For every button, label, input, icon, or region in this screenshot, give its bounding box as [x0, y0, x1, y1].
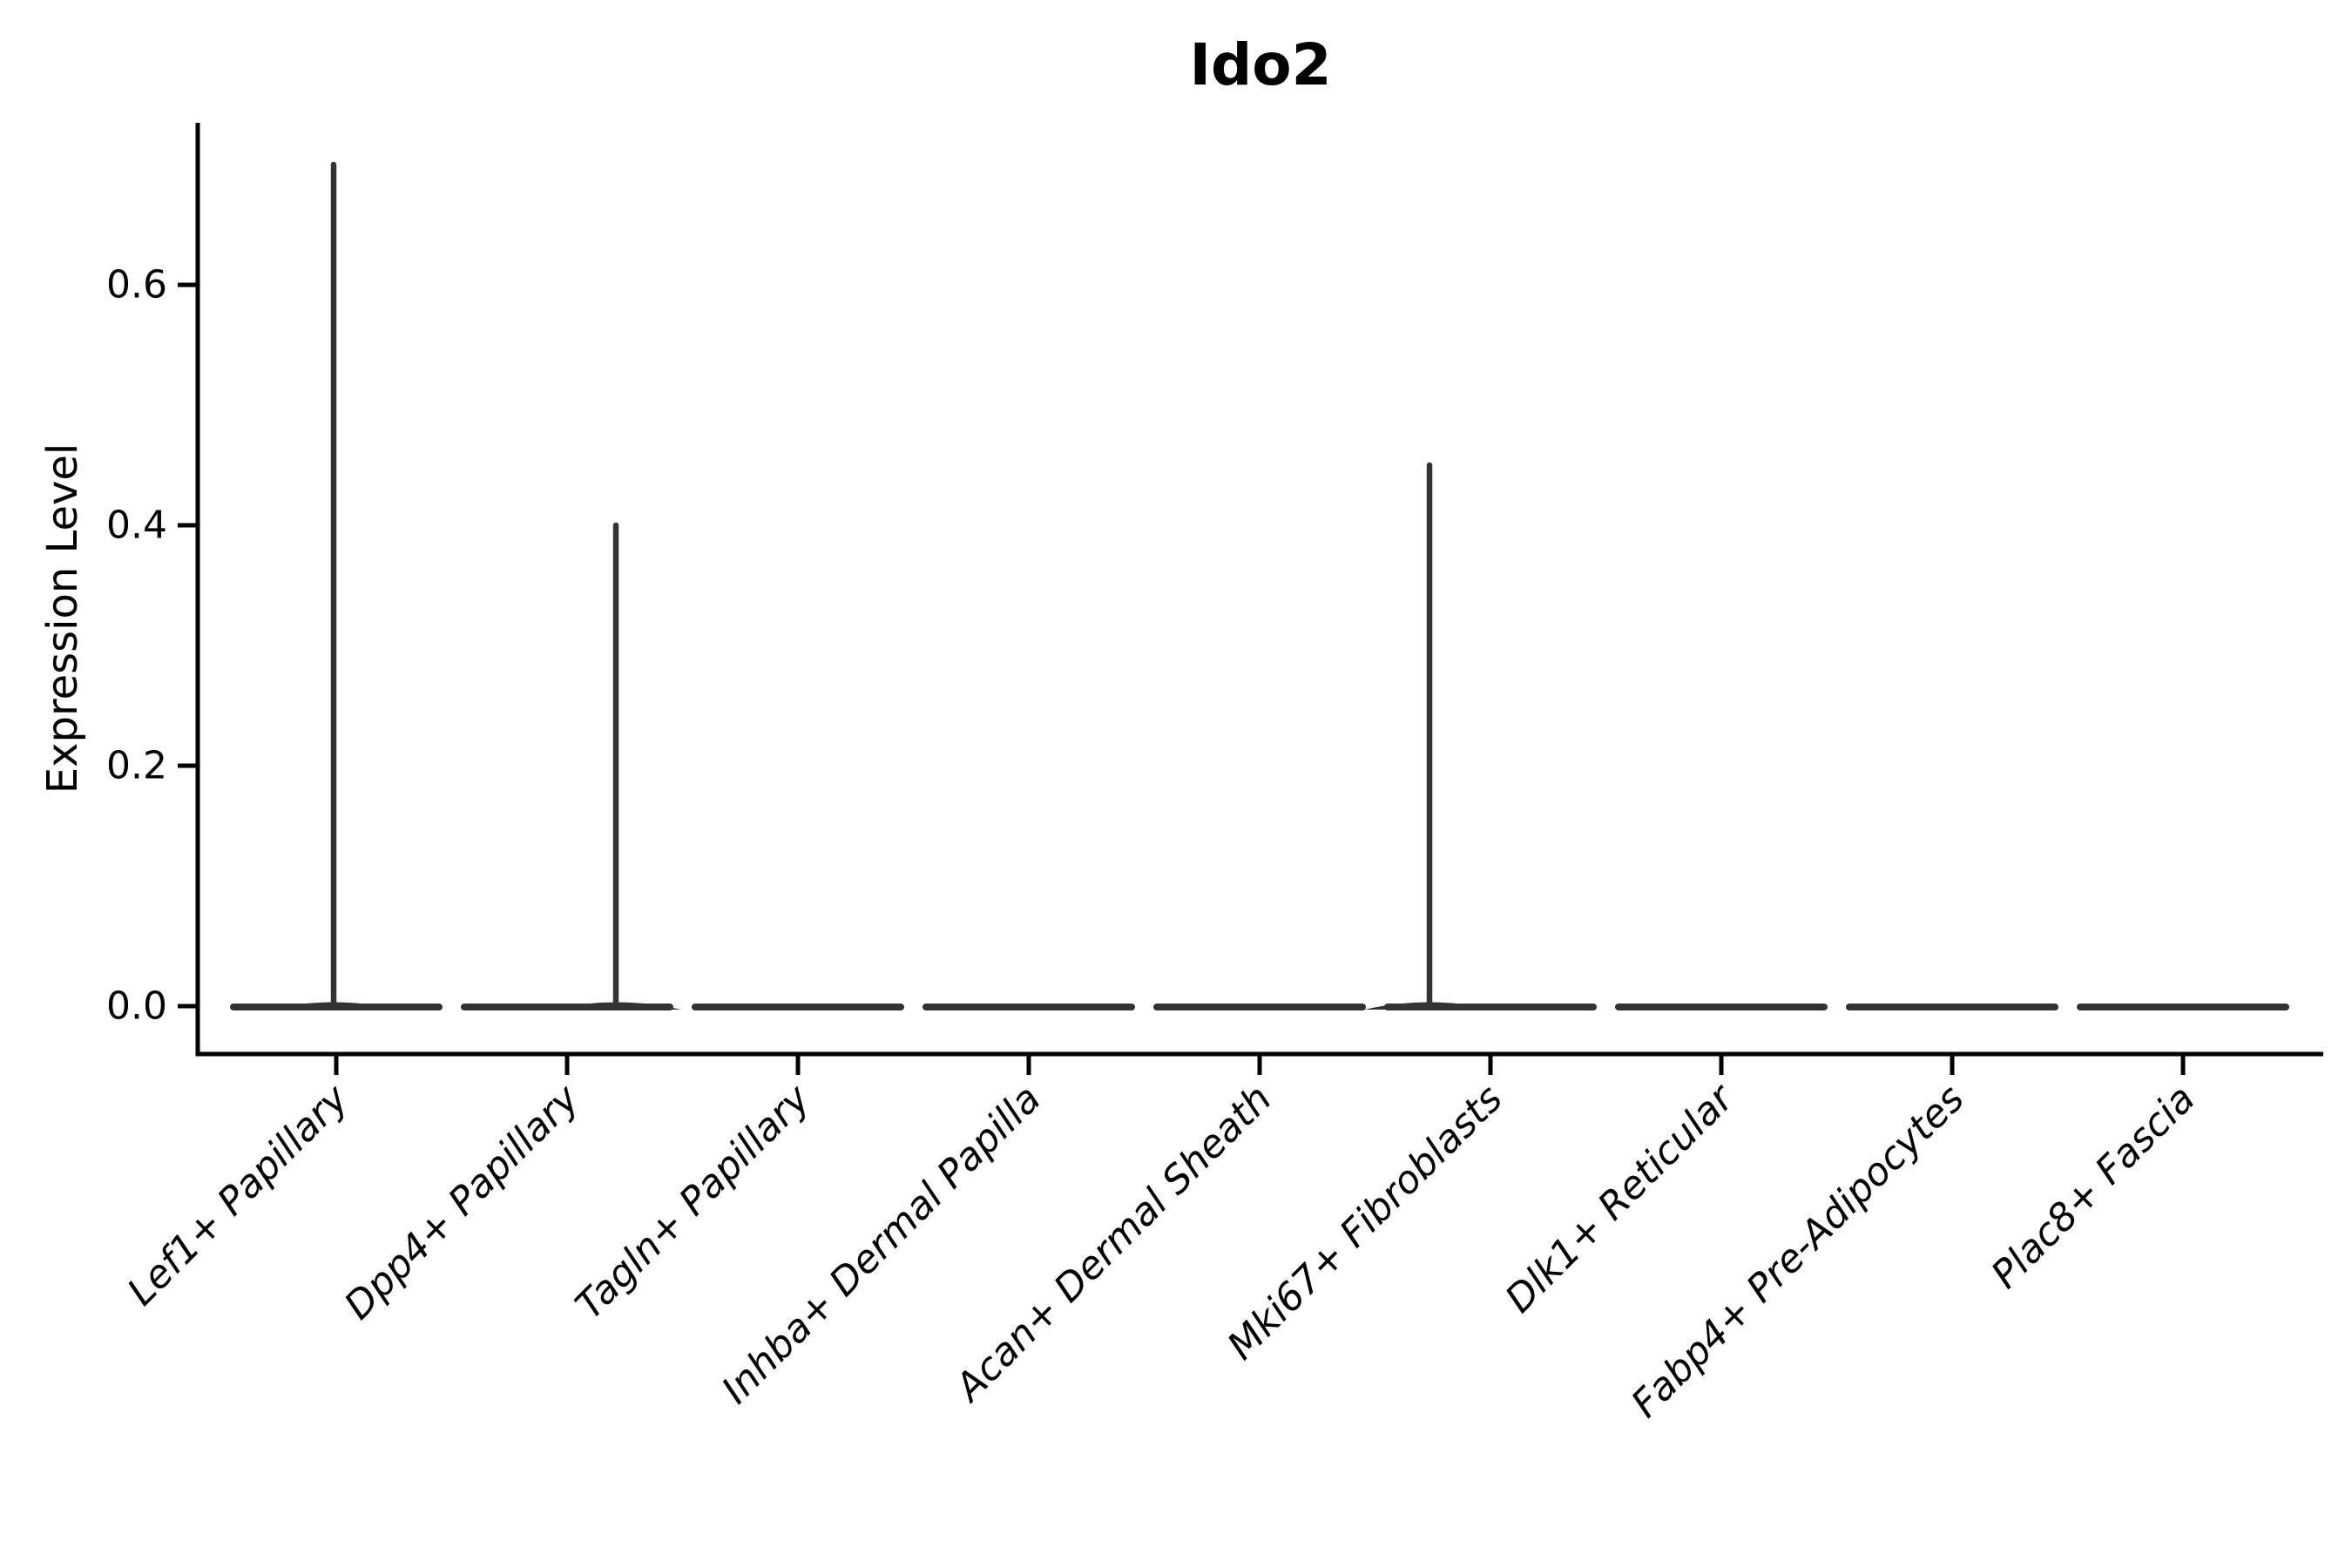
x-tick-label: Plac8+ Fascia [1983, 1077, 2203, 1297]
x-tick-label: Tagln+ Papillary [567, 1076, 819, 1328]
violin-layer [230, 161, 2289, 1010]
x-tick-label: Dlk1+ Reticular [1497, 1075, 1743, 1321]
y-tick-label: 0.0 [106, 984, 167, 1029]
y-tick-label: 0.2 [106, 744, 167, 788]
chart-title: Ido2 [1189, 31, 1331, 98]
y-tick-label: 0.4 [106, 504, 167, 548]
x-tick-label: Lef1+ Papillary [119, 1076, 358, 1315]
y-tick-label: 0.6 [106, 263, 167, 308]
x-tick-label: Dpp4+ Papillary [336, 1076, 589, 1328]
y-axis-label: Expression Level [38, 443, 87, 794]
